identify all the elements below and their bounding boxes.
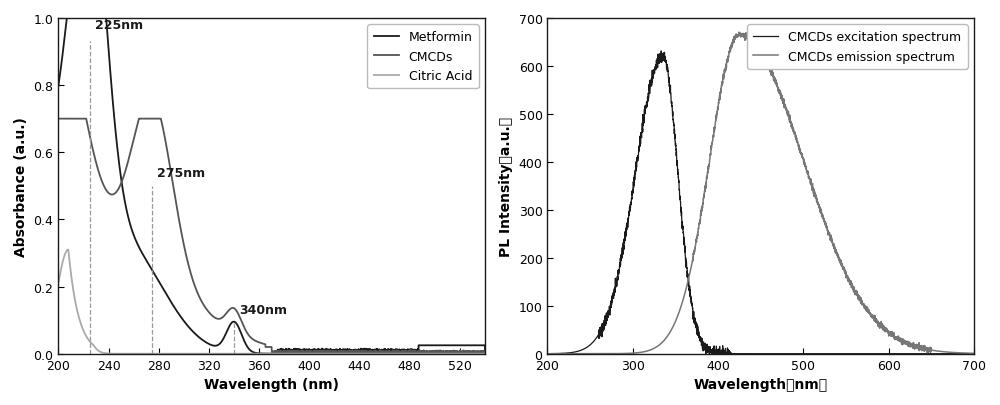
Line: CMCDs: CMCDs <box>58 119 485 355</box>
Metformin <box>216 339 228 343</box>
CMCDs <box>52 117 64 122</box>
CMCDs <box>458 352 470 357</box>
CMCDs <box>471 350 483 355</box>
CMCDs <box>126 143 138 148</box>
CMCDs excitation spectrum <box>700 352 712 356</box>
Metformin <box>425 343 437 348</box>
CMCDs excitation spectrum <box>968 352 980 356</box>
CMCDs emission spectrum <box>914 346 926 351</box>
CMCDs emission spectrum <box>724 51 736 56</box>
Metformin <box>471 343 483 348</box>
CMCDs excitation spectrum <box>541 352 553 356</box>
Citric Acid <box>425 352 437 356</box>
Legend: CMCDs excitation spectrum, CMCDs emission spectrum: CMCDs excitation spectrum, CMCDs emissio… <box>747 25 968 70</box>
Text: 225nm: 225nm <box>95 19 143 32</box>
Citric Acid <box>62 247 74 252</box>
CMCDs excitation spectrum <box>914 352 926 356</box>
Y-axis label: Absorbance (a.u.): Absorbance (a.u.) <box>14 117 28 256</box>
CMCDs <box>101 189 113 194</box>
Line: Metformin: Metformin <box>58 19 485 354</box>
Line: Citric Acid: Citric Acid <box>58 250 485 354</box>
Line: CMCDs emission spectrum: CMCDs emission spectrum <box>547 33 974 354</box>
CMCDs emission spectrum <box>590 352 602 356</box>
Citric Acid <box>479 352 491 356</box>
Citric Acid <box>216 352 228 356</box>
Citric Acid <box>52 281 64 286</box>
Metformin <box>479 352 491 356</box>
CMCDs emission spectrum <box>960 351 972 356</box>
CMCDs excitation spectrum <box>724 350 736 354</box>
CMCDs excitation spectrum <box>615 258 627 263</box>
Citric Acid <box>126 352 138 356</box>
Metformin <box>101 29 113 34</box>
Line: CMCDs excitation spectrum: CMCDs excitation spectrum <box>547 52 974 354</box>
CMCDs excitation spectrum <box>960 352 972 356</box>
Citric Acid <box>235 352 247 356</box>
CMCDs emission spectrum <box>705 144 717 149</box>
CMCDs emission spectrum <box>733 31 745 36</box>
Metformin <box>52 85 64 90</box>
Legend: Metformin, CMCDs, Citric Acid: Metformin, CMCDs, Citric Acid <box>367 25 479 89</box>
Text: 340nm: 340nm <box>239 304 287 317</box>
CMCDs excitation spectrum <box>655 49 667 54</box>
CMCDs <box>234 316 246 321</box>
Y-axis label: PL Intensity（a.u.）: PL Intensity（a.u.） <box>499 117 513 256</box>
CMCDs emission spectrum <box>615 351 627 356</box>
CMCDs excitation spectrum <box>705 347 717 352</box>
Metformin <box>61 17 73 21</box>
CMCDs <box>216 315 228 320</box>
X-axis label: Wavelength (nm): Wavelength (nm) <box>204 377 339 391</box>
CMCDs <box>425 350 437 354</box>
Text: 275nm: 275nm <box>157 166 206 179</box>
CMCDs emission spectrum <box>968 351 980 356</box>
CMCDs <box>479 352 491 356</box>
CMCDs excitation spectrum <box>590 336 602 341</box>
Metformin <box>235 330 247 335</box>
CMCDs emission spectrum <box>541 352 553 356</box>
X-axis label: Wavelength（nm）: Wavelength（nm） <box>694 377 828 391</box>
Citric Acid <box>471 352 483 356</box>
Metformin <box>126 230 138 234</box>
Citric Acid <box>101 351 113 356</box>
